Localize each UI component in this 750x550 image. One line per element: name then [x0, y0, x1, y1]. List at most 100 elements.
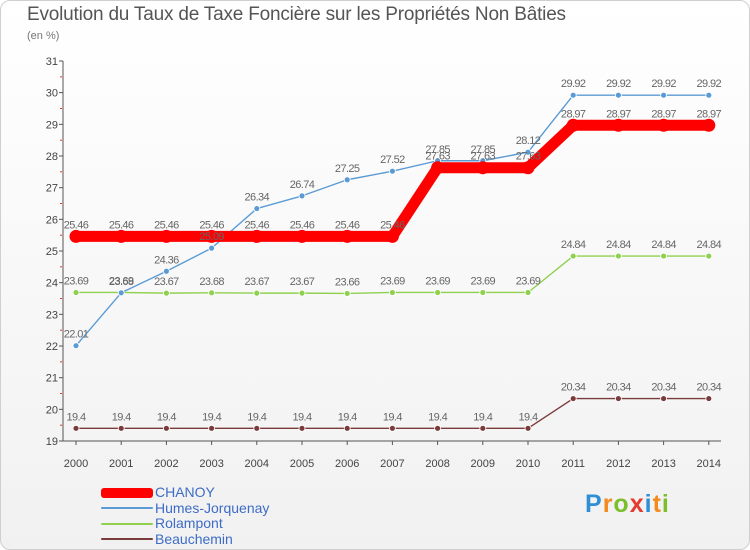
data-point	[72, 424, 80, 432]
data-point	[298, 289, 306, 297]
data-label: 29.92	[651, 78, 676, 90]
data-point	[117, 289, 125, 297]
y-tick-label: 24	[46, 278, 58, 290]
y-tick-label: 26	[46, 214, 58, 226]
x-tick-label: 2010	[516, 458, 540, 470]
data-point	[159, 229, 173, 243]
data-point	[343, 424, 351, 432]
data-point	[340, 229, 354, 243]
data-label: 23.67	[290, 276, 315, 288]
data-label: 19.4	[338, 411, 357, 423]
y-tick-label: 31	[46, 56, 58, 68]
data-point	[660, 395, 667, 402]
legend-swatch	[101, 538, 153, 541]
legend-item: Beauchemin	[101, 531, 269, 548]
logo-letter: t	[652, 490, 662, 518]
x-tick-label: 2006	[335, 458, 359, 470]
data-label: 25.46	[335, 219, 360, 231]
logo-letter: x	[629, 490, 645, 518]
data-point	[569, 91, 577, 99]
data-label: 25.46	[245, 219, 270, 231]
x-tick-label: 2001	[109, 458, 133, 470]
x-tick-label: 2009	[471, 458, 495, 470]
data-label: 23.68	[109, 276, 134, 288]
x-tick-label: 2005	[290, 458, 314, 470]
data-point	[250, 229, 264, 243]
y-tick-label: 21	[46, 373, 58, 385]
x-tick-label: 2008	[425, 458, 449, 470]
axes-group: 19 20 21 22 23 24 25 26 27 28 29 30 31 2000 2001 2002 20…	[46, 56, 721, 470]
data-point	[524, 148, 532, 156]
data-point	[114, 229, 128, 243]
data-point	[434, 424, 442, 432]
data-point	[660, 252, 667, 260]
data-label: 23.67	[154, 276, 179, 288]
data-label: 19.4	[112, 411, 131, 423]
series-points-group	[69, 91, 716, 432]
data-label: 19.4	[428, 411, 447, 423]
data-point	[205, 229, 219, 243]
data-label: 26.74	[290, 179, 315, 191]
data-label: 23.67	[245, 276, 270, 288]
y-tick-label: 29	[46, 119, 58, 131]
data-label: 19.4	[383, 411, 402, 423]
data-point	[208, 289, 216, 297]
legend-swatch	[101, 507, 153, 510]
data-label: 27.63	[516, 151, 541, 163]
data-label: 24.36	[154, 254, 179, 266]
data-point	[615, 91, 622, 99]
data-label: 25.09	[199, 231, 224, 243]
x-tick-label: 2000	[64, 458, 88, 470]
data-point	[705, 395, 713, 402]
logo-letter: o	[613, 490, 630, 518]
data-label: 28.97	[606, 108, 631, 120]
data-label: 19.4	[157, 411, 176, 423]
data-label: 25.46	[290, 219, 315, 231]
x-tick-label: 2007	[380, 458, 404, 470]
legend-swatch	[101, 522, 153, 525]
y-tick-label: 27	[46, 183, 58, 195]
data-point	[615, 395, 622, 402]
x-tick-label: 2013	[651, 458, 675, 470]
data-label: 20.34	[697, 382, 722, 394]
data-point	[705, 91, 713, 99]
data-label: 23.69	[425, 275, 450, 287]
data-point	[253, 205, 261, 212]
data-label: 27.85	[425, 144, 450, 156]
data-label: 20.34	[606, 382, 631, 394]
data-point	[385, 229, 399, 243]
data-point	[479, 289, 487, 296]
data-point	[117, 424, 125, 432]
data-point	[566, 118, 580, 132]
data-label: 23.69	[64, 275, 89, 287]
data-point	[388, 289, 396, 296]
y-tick-label: 22	[46, 341, 58, 353]
x-tick-label: 2002	[154, 458, 178, 470]
data-point	[476, 161, 490, 175]
data-point	[388, 424, 396, 432]
x-tick-label: 2011	[561, 458, 585, 470]
data-label: 25.46	[109, 219, 134, 231]
data-point	[521, 161, 535, 175]
data-label: 27.63	[471, 151, 496, 163]
data-label: 29.92	[561, 78, 586, 90]
data-point	[524, 289, 532, 296]
data-point	[298, 424, 306, 432]
data-point	[615, 252, 622, 260]
data-label: 25.46	[199, 219, 224, 231]
data-label: 28.97	[561, 108, 586, 120]
legend: CHANOY Humes-Jorquenay Rolampont Beauchemin	[101, 485, 269, 547]
data-label: 28.97	[651, 108, 676, 120]
data-label: 20.34	[651, 382, 676, 394]
y-tick-label: 20	[46, 404, 58, 416]
logo-letter: r	[602, 490, 614, 518]
chart-title: Evolution du Taux de Taxe Foncière sur l…	[27, 4, 566, 25]
data-point	[72, 342, 80, 350]
y-tick-label: 28	[46, 151, 58, 163]
data-label: 23.69	[516, 275, 541, 287]
proxiti-logo: Proxiti	[585, 490, 670, 519]
y-tick-label: 23	[46, 309, 58, 321]
data-point	[569, 395, 577, 402]
data-label: 28.12	[516, 135, 541, 147]
data-point	[253, 424, 261, 432]
